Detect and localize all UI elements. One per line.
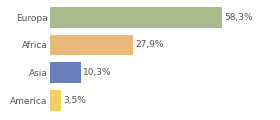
Bar xyxy=(50,90,61,111)
Text: 3,5%: 3,5% xyxy=(63,96,86,105)
Bar xyxy=(50,62,81,83)
Text: 27,9%: 27,9% xyxy=(135,41,164,49)
Bar xyxy=(50,35,133,55)
Text: 58,3%: 58,3% xyxy=(225,13,253,22)
Bar xyxy=(50,7,222,28)
Text: 10,3%: 10,3% xyxy=(83,68,112,77)
